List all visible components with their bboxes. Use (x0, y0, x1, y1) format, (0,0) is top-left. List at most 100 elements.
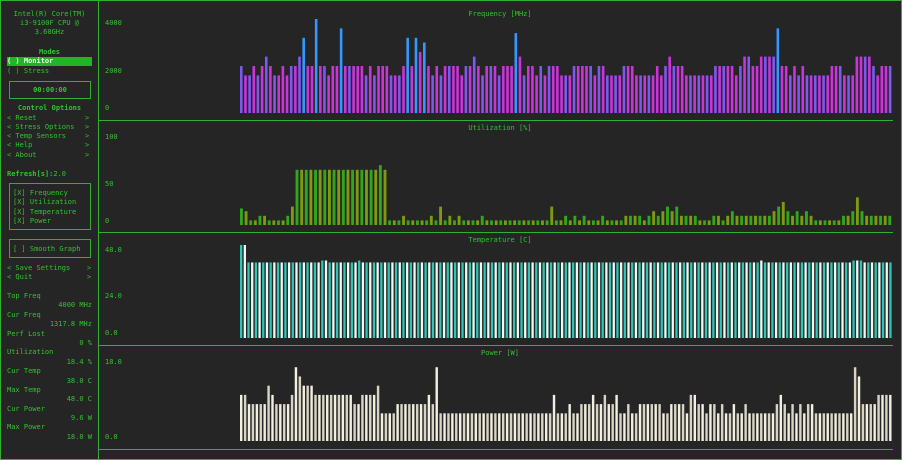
bar (751, 66, 755, 113)
bar (471, 220, 475, 225)
bar (326, 394, 329, 441)
stress-options-option[interactable]: < Stress Options (7, 123, 75, 131)
bar (771, 262, 774, 338)
bar (627, 262, 630, 338)
temperature-checkbox[interactable]: [X] Temperature (13, 208, 77, 216)
about-option[interactable]: < About (7, 151, 37, 159)
reset-option[interactable]: < Reset (7, 114, 37, 122)
bar (743, 56, 746, 113)
bar (738, 262, 741, 338)
bar (319, 66, 322, 113)
bar (525, 413, 528, 441)
bar (653, 262, 656, 338)
stat-value-perf-lost: 0 % (79, 339, 92, 347)
bar (675, 262, 678, 338)
mode-monitor-radio[interactable]: ( ) Monitor (7, 57, 92, 67)
bar (861, 404, 865, 441)
bar (337, 169, 341, 225)
power-ytick-bottom: 0.0 (105, 433, 118, 441)
bar (501, 413, 505, 441)
bar (726, 262, 730, 338)
bar (660, 75, 663, 113)
bar (544, 413, 548, 441)
bar (876, 75, 879, 113)
bar (701, 404, 704, 441)
bar (870, 262, 874, 338)
bar (618, 75, 622, 113)
bar (478, 413, 481, 441)
bar (443, 220, 447, 225)
bar (658, 404, 661, 441)
quit-option[interactable]: < Quit (7, 273, 33, 281)
bar (851, 75, 854, 113)
bar (302, 385, 305, 441)
bar (584, 404, 587, 441)
frequency-checkbox[interactable]: [X] Frequency (13, 189, 68, 197)
bar (281, 220, 285, 225)
bar (795, 413, 798, 441)
save-settings-arrow: > (87, 264, 92, 272)
bar (424, 262, 427, 338)
bar (763, 215, 767, 225)
bar (423, 42, 426, 113)
bar (767, 215, 771, 225)
bar (254, 262, 258, 338)
about-arrow: > (85, 151, 90, 159)
bar (624, 215, 628, 225)
bar (803, 413, 806, 441)
bar (508, 220, 512, 225)
bar (774, 262, 778, 338)
save-settings-option[interactable]: < Save Settings (7, 264, 71, 272)
bar (818, 413, 822, 441)
bar (597, 66, 601, 113)
bar (730, 262, 733, 338)
power-checkbox[interactable]: [X] Power (13, 217, 51, 225)
sidebar: Intel(R) Core(TM) i3-9100F CPU @ 3.60GHz… (1, 1, 99, 459)
bar (314, 19, 318, 113)
bar (654, 404, 657, 441)
bar (277, 75, 281, 113)
bar (535, 75, 538, 113)
temperature-ytick-bottom: 0.0 (105, 329, 118, 337)
bar (715, 262, 719, 338)
bar (439, 206, 443, 225)
bar (889, 262, 892, 338)
bar (780, 66, 784, 113)
help-option[interactable]: < Help (7, 141, 33, 149)
bar (623, 262, 626, 338)
bar (568, 262, 571, 338)
bar (867, 262, 870, 338)
bar (744, 404, 747, 441)
bar (409, 262, 412, 338)
bar (739, 66, 742, 113)
bar (872, 66, 875, 113)
bar (568, 404, 571, 441)
bar (431, 404, 435, 441)
mode-stress-radio[interactable]: ( ) Stress (7, 67, 50, 75)
refresh-rate[interactable]: Refresh[s]:2.0 (7, 170, 104, 179)
bar (520, 262, 523, 338)
bar (365, 169, 368, 225)
bar (442, 262, 446, 338)
bar (591, 394, 595, 441)
bar (354, 262, 357, 338)
bar (787, 413, 790, 441)
bar (332, 169, 336, 225)
bar (331, 66, 335, 113)
bar (350, 262, 353, 338)
bar (888, 66, 892, 113)
bar (358, 260, 361, 338)
bar (783, 404, 786, 441)
bar (779, 394, 783, 441)
bar (630, 66, 634, 113)
bar (322, 394, 325, 441)
bar (302, 262, 306, 338)
bar (418, 51, 422, 113)
bar (730, 211, 734, 225)
bar (605, 262, 608, 338)
utilization-checkbox[interactable]: [X] Utilization (13, 198, 77, 206)
smooth-graph-checkbox[interactable]: [ ] Smooth Graph (13, 245, 81, 253)
bar (634, 262, 638, 338)
temperature-graph: Temperature [C] 48.0 24.0 0.0 (99, 233, 901, 346)
temp-sensors-option[interactable]: < Temp Sensors (7, 132, 67, 140)
